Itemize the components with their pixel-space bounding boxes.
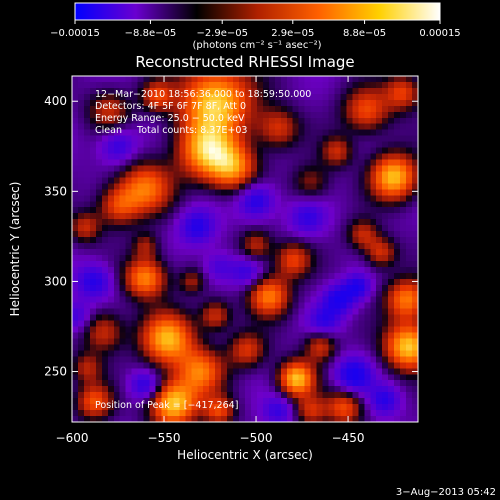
plot-frame: [71, 75, 419, 423]
colorbar-tick-label: 2.9e−05: [271, 28, 314, 39]
plot-area: [71, 75, 419, 423]
annotation-time-range: 12−Mar−2010 18:56:36.000 to 18:59:50.000: [95, 89, 311, 100]
x-axis-label: Heliocentric X (arcsec): [177, 448, 313, 462]
colorbar-tick-label: −2.9e−05: [196, 28, 248, 39]
x-tick-label: −450: [332, 431, 365, 445]
chart-title: Reconstructed RHESSI Image: [135, 53, 354, 71]
colorbar-tick-label: 0.00015: [419, 28, 460, 39]
y-tick-label: 400: [44, 94, 67, 108]
colorbar-tick-label: −8.8e−05: [125, 28, 177, 39]
footer-date: 3−Aug−2013 05:42: [396, 487, 496, 498]
colorbar-ticks: −0.00015 −8.8e−05 −2.9e−05 2.9e−05 8.8e−05 0.…: [50, 20, 461, 39]
y-axis: 250 300 350 400: [44, 94, 418, 379]
annotation-peak-position: Position of Peak = [−417,264]: [95, 400, 238, 411]
colorbar-tick-label: −0.00015: [50, 28, 100, 39]
colorbar-tick-label: 8.8e−05: [343, 28, 386, 39]
colorbar: −0.00015 −8.8e−05 −2.9e−05 2.9e−05 8.8e−05 0.…: [50, 2, 461, 51]
y-axis-label: Heliocentric Y (arcsec): [8, 182, 22, 317]
x-tick-label: −550: [148, 431, 181, 445]
colorbar-units-label: (photons cm⁻² s⁻¹ asec⁻²): [192, 40, 321, 51]
colorbar-fill: [74, 2, 441, 21]
annotation-energy-range: Energy Range: 25.0 − 50.0 keV: [95, 113, 245, 124]
annotation-detectors: Detectors: 4F 5F 6F 7F 8F, Att 0: [95, 101, 246, 112]
y-tick-label: 300: [44, 274, 67, 288]
annotation-clean-counts: Clean Total counts: 8.37E+03: [95, 125, 247, 136]
annotations: 12−Mar−2010 18:56:36.000 to 18:59:50.000…: [95, 89, 311, 411]
x-tick-label: −600: [56, 431, 89, 445]
x-tick-label: −500: [240, 431, 273, 445]
heatmap-image: [72, 76, 418, 422]
x-axis: −600 −550 −500 −450: [56, 76, 365, 445]
y-tick-label: 350: [44, 184, 67, 198]
y-tick-label: 250: [44, 365, 67, 379]
